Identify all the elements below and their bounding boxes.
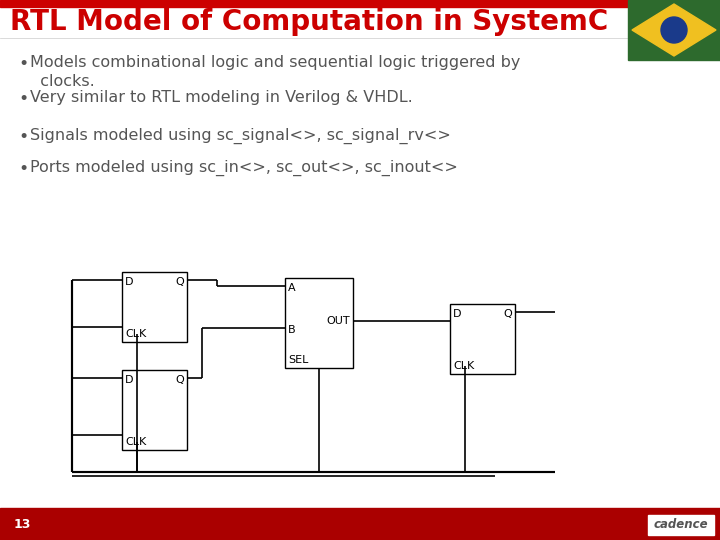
- Bar: [122, 370, 187, 450]
- Text: D: D: [125, 375, 133, 385]
- Text: •: •: [18, 90, 28, 108]
- Text: Models combinational logic and sequential logic triggered by
  clocks.: Models combinational logic and sequentia…: [30, 55, 521, 89]
- Text: A: A: [288, 283, 296, 293]
- Polygon shape: [632, 4, 716, 56]
- Text: OUT: OUT: [326, 316, 350, 326]
- Bar: [450, 304, 515, 374]
- Text: SEL: SEL: [288, 355, 308, 365]
- Bar: [122, 272, 187, 342]
- Text: D: D: [125, 277, 133, 287]
- Text: Q: Q: [175, 375, 184, 385]
- Text: CLK: CLK: [125, 437, 146, 447]
- Text: Signals modeled using sc_signal<>, sc_signal_rv<>: Signals modeled using sc_signal<>, sc_si…: [30, 128, 451, 144]
- Text: Q: Q: [503, 309, 512, 319]
- Text: CLK: CLK: [453, 361, 474, 371]
- Bar: [648, 515, 714, 535]
- Text: D: D: [453, 309, 462, 319]
- Text: RTL Model of Computation in SystemC: RTL Model of Computation in SystemC: [10, 8, 608, 36]
- Bar: [628, 0, 720, 60]
- Bar: [0, 0, 720, 7]
- Text: Very similar to RTL modeling in Verilog & VHDL.: Very similar to RTL modeling in Verilog …: [30, 90, 413, 105]
- Text: cadence: cadence: [654, 518, 708, 531]
- Circle shape: [661, 17, 687, 43]
- Text: B: B: [288, 325, 296, 335]
- Text: Ports modeled using sc_in<>, sc_out<>, sc_inout<>: Ports modeled using sc_in<>, sc_out<>, s…: [30, 160, 458, 176]
- Text: 13: 13: [14, 517, 32, 530]
- Text: •: •: [18, 55, 28, 73]
- Bar: [285, 278, 353, 368]
- Text: •: •: [18, 160, 28, 178]
- Text: CLK: CLK: [125, 329, 146, 339]
- Text: •: •: [18, 128, 28, 146]
- Text: Q: Q: [175, 277, 184, 287]
- Bar: [0, 508, 720, 540]
